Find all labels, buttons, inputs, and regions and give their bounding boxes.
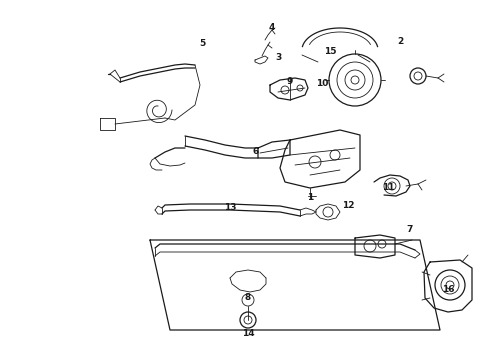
Text: 5: 5 — [199, 40, 205, 49]
Text: 2: 2 — [397, 37, 403, 46]
Text: 14: 14 — [242, 329, 254, 338]
Text: 16: 16 — [442, 285, 454, 294]
Text: 9: 9 — [287, 77, 293, 86]
Text: 1: 1 — [307, 194, 313, 202]
Text: 8: 8 — [245, 293, 251, 302]
Text: 6: 6 — [253, 148, 259, 157]
Text: 11: 11 — [382, 184, 394, 193]
Text: 13: 13 — [224, 203, 236, 212]
Text: 3: 3 — [275, 54, 281, 63]
Text: 15: 15 — [324, 48, 336, 57]
Text: 7: 7 — [407, 225, 413, 234]
Text: 12: 12 — [342, 202, 354, 211]
Text: 10: 10 — [316, 80, 328, 89]
Text: 4: 4 — [269, 23, 275, 32]
